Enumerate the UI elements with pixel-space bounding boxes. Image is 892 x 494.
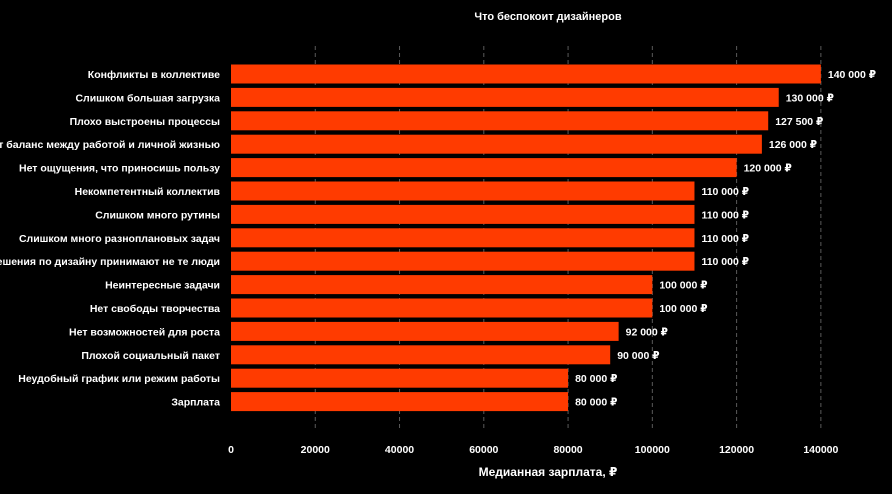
bar [231,111,769,131]
category-label: Неудобный график или режим работы [18,373,220,385]
x-tick-label: 80000 [553,444,582,456]
bar [231,251,695,271]
value-label: 110 000 ₽ [701,209,749,221]
bar [231,181,695,201]
bar [231,275,653,295]
category-label: Отсутствует баланс между работой и лично… [0,139,220,151]
bar [231,204,695,224]
bar [231,321,619,341]
bar [231,392,569,412]
value-label: 100 000 ₽ [659,280,707,292]
value-label: 80 000 ₽ [575,397,617,409]
value-label: 100 000 ₽ [659,303,707,315]
value-label: 80 000 ₽ [575,373,617,385]
tick-layer: 0 20000 40000 60000 80000 100000 120000 140000 [228,444,838,456]
category-label: Слишком много разноплановых задач [19,233,220,245]
x-tick-label: 40000 [385,444,414,456]
bar [231,134,762,154]
bar [231,87,779,107]
value-label: 140 000 ₽ [828,69,876,81]
bar [231,345,611,365]
category-label: Нет свободы творчества [90,303,220,315]
bar-layer [231,64,821,412]
category-label: Нет ощущения, что приносишь пользу [19,163,220,175]
category-label: Решения по дизайну принимают не те люди [0,256,220,268]
x-axis-label: Медианная зарплата, ₽ [479,465,618,479]
category-label: Слишком большая загрузка [75,92,220,104]
x-tick-label: 0 [228,444,234,456]
category-label: Конфликты в коллективе [88,69,220,81]
category-label: Плохой социальный пакет [81,350,220,362]
bar [231,158,737,178]
value-label: 130 000 ₽ [786,92,834,104]
category-label: Неинтересные задачи [105,280,220,292]
value-label: 110 000 ₽ [701,186,749,198]
value-label: 90 000 ₽ [617,350,659,362]
bar [231,228,695,248]
category-label: Некомпетентный коллектив [75,186,221,198]
value-label: 92 000 ₽ [626,326,668,338]
x-tick-label: 140000 [803,444,838,456]
category-label: Слишком много рутины [95,209,220,221]
category-label: Зарплата [171,397,220,409]
x-tick-label: 60000 [469,444,498,456]
bar [231,64,821,84]
value-label: 126 000 ₽ [769,139,817,151]
bar [231,368,569,388]
value-label: 120 000 ₽ [744,163,792,175]
x-tick-label: 120000 [719,444,754,456]
chart-title: Что беспокоит дизайнеров [474,11,621,23]
label-layer: Конфликты в коллективе 140 000 ₽ Слишком б… [0,69,876,409]
value-label: 110 000 ₽ [701,256,749,268]
value-label: 127 500 ₽ [775,116,823,128]
x-tick-label: 100000 [635,444,670,456]
category-label: Плохо выстроены процессы [70,116,220,128]
category-label: Нет возможностей для роста [69,326,220,338]
bar [231,298,653,318]
x-tick-label: 20000 [301,444,330,456]
value-label: 110 000 ₽ [701,233,749,245]
